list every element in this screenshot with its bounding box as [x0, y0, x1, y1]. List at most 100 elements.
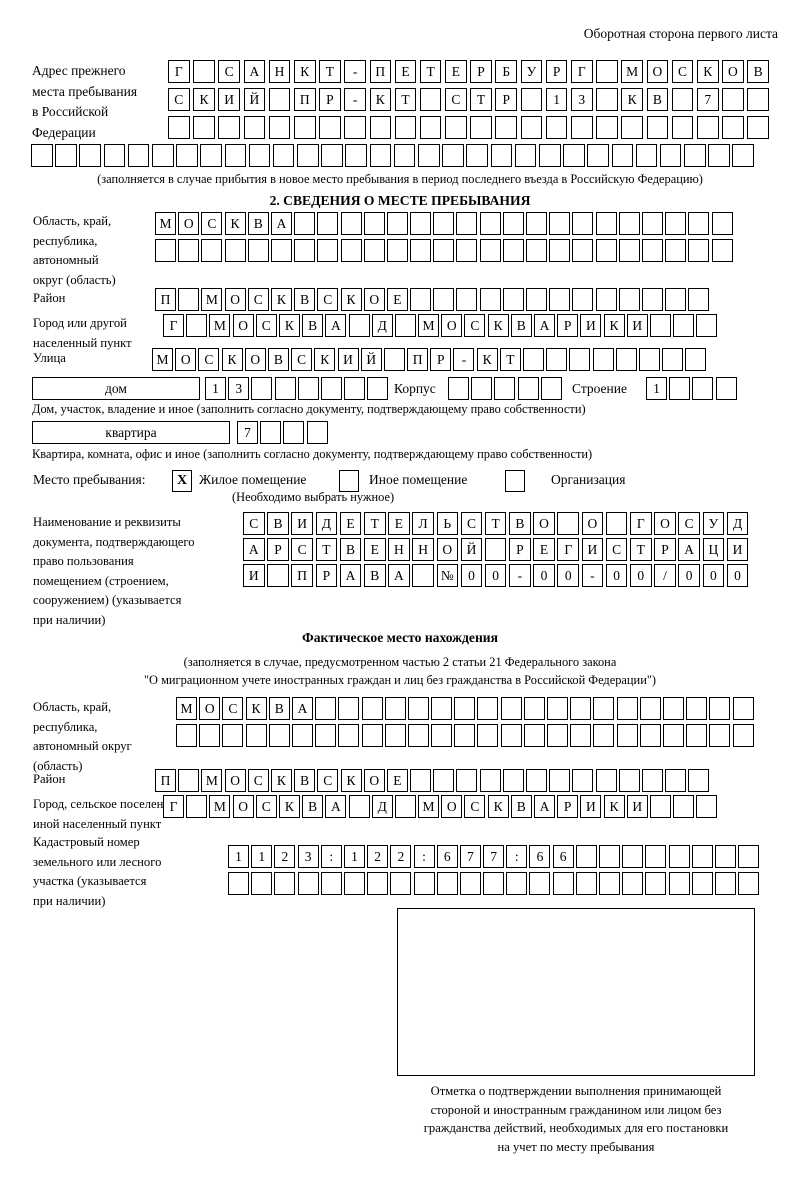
char-cell[interactable] — [732, 697, 754, 720]
char-cell[interactable] — [502, 288, 524, 311]
char-cell[interactable] — [595, 769, 617, 792]
char-cell[interactable] — [572, 239, 594, 262]
char-cell[interactable] — [569, 348, 591, 371]
char-cell[interactable]: Д — [371, 314, 393, 337]
char-cell[interactable] — [596, 88, 618, 111]
char-cell[interactable]: В — [267, 348, 289, 371]
char-cell[interactable]: : — [320, 845, 342, 868]
char-cell[interactable]: Й — [460, 538, 483, 561]
char-cell[interactable]: К — [340, 288, 362, 311]
char-cell[interactable] — [222, 724, 244, 747]
char-cell[interactable]: В — [302, 314, 324, 337]
char-cell[interactable] — [696, 116, 719, 139]
char-cell[interactable] — [711, 212, 733, 235]
char-cell[interactable] — [738, 845, 760, 868]
char-cell[interactable] — [418, 144, 440, 167]
char-cell[interactable]: Н — [412, 538, 434, 561]
char-cell[interactable]: Р — [315, 564, 338, 587]
char-cell[interactable]: : — [413, 845, 435, 868]
char-cell[interactable]: - — [344, 88, 366, 111]
char-cell[interactable]: 7 — [696, 88, 719, 111]
char-cell[interactable]: - — [453, 348, 475, 371]
char-cell[interactable]: 0 — [533, 564, 555, 587]
char-cell[interactable]: О — [232, 795, 254, 818]
char-cell[interactable]: О — [363, 288, 385, 311]
char-cell[interactable]: С — [678, 512, 700, 535]
char-cell[interactable]: О — [224, 769, 246, 792]
char-cell[interactable] — [669, 377, 691, 400]
char-cell[interactable]: 0 — [702, 564, 725, 587]
char-cell[interactable]: М — [176, 697, 197, 720]
char-cell[interactable]: И — [726, 538, 749, 561]
char-cell[interactable] — [599, 845, 620, 868]
char-cell[interactable]: Е — [339, 512, 362, 535]
char-cell[interactable] — [201, 239, 223, 262]
char-cell[interactable]: О — [722, 60, 744, 83]
char-cell[interactable]: А — [325, 314, 347, 337]
char-cell[interactable]: Р — [267, 538, 289, 561]
char-cell[interactable] — [431, 697, 453, 720]
char-cell[interactable]: А — [339, 564, 362, 587]
char-cell[interactable]: - — [509, 564, 531, 587]
char-cell[interactable] — [662, 348, 684, 371]
char-cell[interactable] — [274, 872, 296, 895]
char-cell[interactable] — [526, 769, 547, 792]
char-cell[interactable] — [605, 512, 628, 535]
char-cell[interactable]: Р — [430, 348, 452, 371]
char-cell[interactable]: С — [243, 512, 265, 535]
char-cell[interactable] — [386, 212, 408, 235]
char-cell[interactable] — [466, 144, 488, 167]
char-cell[interactable] — [547, 697, 568, 720]
char-cell[interactable] — [747, 88, 769, 111]
char-cell[interactable] — [448, 377, 469, 400]
char-cell[interactable] — [410, 769, 432, 792]
section3-region-row-2[interactable] — [176, 724, 756, 747]
char-cell[interactable]: В — [510, 314, 532, 337]
char-cell[interactable]: В — [363, 564, 386, 587]
char-cell[interactable] — [494, 377, 516, 400]
char-cell[interactable] — [596, 116, 618, 139]
char-cell[interactable]: П — [369, 60, 392, 83]
char-cell[interactable] — [747, 116, 769, 139]
char-cell[interactable]: С — [247, 769, 269, 792]
char-cell[interactable] — [477, 724, 499, 747]
char-cell[interactable] — [343, 872, 365, 895]
char-cell[interactable]: Л — [412, 512, 434, 535]
char-cell[interactable]: 0 — [557, 564, 580, 587]
char-cell[interactable]: А — [388, 564, 410, 587]
char-cell[interactable]: № — [436, 564, 459, 587]
char-cell[interactable]: Т — [363, 512, 386, 535]
char-cell[interactable]: Т — [419, 60, 442, 83]
char-cell[interactable]: М — [418, 795, 440, 818]
char-cell[interactable]: Г — [163, 314, 184, 337]
char-cell[interactable]: О — [581, 512, 604, 535]
char-cell[interactable] — [344, 116, 366, 139]
char-cell[interactable] — [410, 239, 432, 262]
char-cell[interactable]: 1 — [646, 377, 667, 400]
char-cell[interactable] — [722, 116, 744, 139]
char-cell[interactable]: Г — [168, 60, 190, 83]
char-cell[interactable]: Д — [315, 512, 338, 535]
char-cell[interactable] — [668, 872, 690, 895]
char-cell[interactable]: - — [344, 60, 366, 83]
char-cell[interactable]: К — [278, 314, 300, 337]
char-cell[interactable] — [714, 845, 736, 868]
document-row-3[interactable]: И П Р А В А № 0 0-0 0-0 0/0 0 0 — [243, 564, 749, 587]
char-cell[interactable] — [340, 239, 362, 262]
char-cell[interactable] — [665, 288, 687, 311]
char-cell[interactable] — [251, 872, 273, 895]
char-cell[interactable] — [412, 564, 434, 587]
char-cell[interactable]: К — [603, 795, 625, 818]
char-cell[interactable] — [470, 116, 492, 139]
char-cell[interactable] — [272, 144, 295, 167]
char-cell[interactable] — [361, 697, 383, 720]
char-cell[interactable] — [245, 724, 267, 747]
char-cell[interactable] — [413, 872, 435, 895]
char-cell[interactable] — [454, 697, 476, 720]
char-cell[interactable] — [317, 212, 339, 235]
char-cell[interactable] — [291, 724, 313, 747]
char-cell[interactable] — [645, 845, 667, 868]
char-cell[interactable] — [686, 697, 708, 720]
